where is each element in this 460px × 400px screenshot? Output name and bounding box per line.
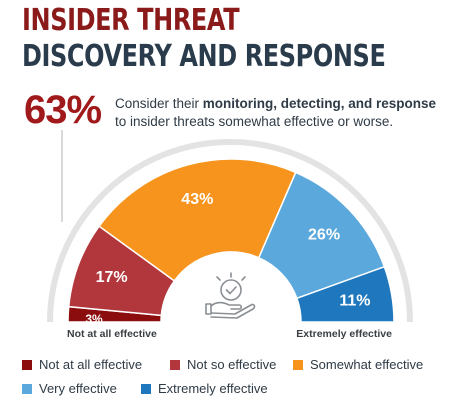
title-line-1: INSIDER THREAT xyxy=(22,3,240,38)
slice-label-somewhat-effective: 43% xyxy=(181,191,213,208)
title-line-2: DISCOVERY AND RESPONSE xyxy=(22,39,386,74)
stat-text-suffix: to insider threats somewhat effective or… xyxy=(115,114,394,129)
outer-arc-decoration xyxy=(47,139,413,323)
slice-label-not-at-all-effective: 3% xyxy=(85,312,103,326)
stat-text-prefix: Consider their xyxy=(115,96,203,111)
slice-label-extremely-effective: 11% xyxy=(339,292,370,309)
range-right-label: Extremely effective xyxy=(296,328,392,340)
slice-extremely-effective xyxy=(295,265,395,323)
stat-text-bold: monitoring, detecting, and response xyxy=(202,96,437,111)
slice-label-very-effective: 26% xyxy=(308,227,340,244)
hand-holding-checkmark-badge-icon xyxy=(205,272,256,319)
stat-description: Consider their monitoring, detecting, an… xyxy=(115,95,455,131)
range-left-label: Not at all effective xyxy=(67,328,157,340)
slice-label-not-so-effective: 17% xyxy=(96,269,128,286)
stat-value: 63% xyxy=(24,88,102,132)
slice-somewhat-effective xyxy=(98,158,297,282)
